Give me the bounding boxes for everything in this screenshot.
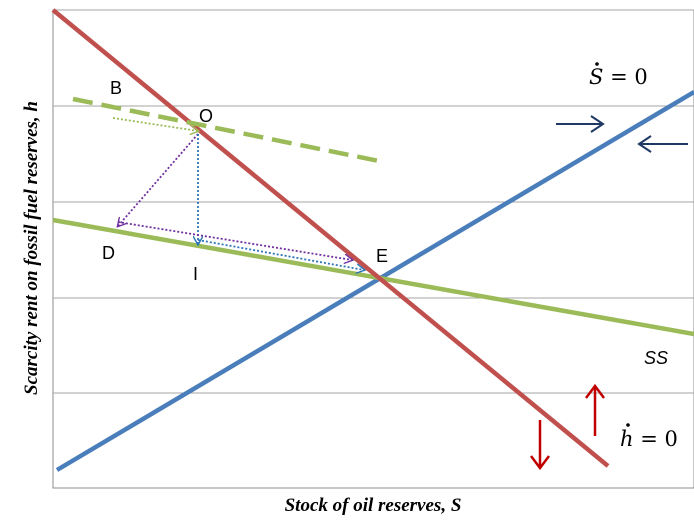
arrow-up-icon [585, 383, 605, 436]
s-dot-accent [595, 62, 599, 66]
h-dot-zero-label: h = 0 [620, 423, 678, 451]
ss-label: SS [644, 348, 668, 368]
arrow-right-icon [556, 115, 605, 133]
s-dot-equals: = 0 [603, 65, 647, 89]
s-dot-symbol: S [589, 65, 603, 89]
point-label-o: O [199, 106, 213, 126]
ss-line [52, 217, 694, 337]
arrow-down-icon [530, 420, 550, 471]
svg-text:S = 0: S = 0 [589, 65, 648, 89]
s-dot-zero-label: S = 0 [589, 62, 648, 89]
point-label-e: E [376, 246, 388, 266]
arrow-left-icon [637, 135, 688, 153]
trajectory-d-to-e [117, 221, 352, 260]
point-label-b: B [110, 78, 122, 98]
h-dot-equals: = 0 [634, 427, 678, 451]
point-label-d: D [102, 243, 115, 263]
h-dot-accent [626, 423, 630, 427]
h-dot-symbol: h [620, 427, 634, 451]
trajectory-o-to-d [118, 133, 199, 226]
dashed-saddle-line [72, 96, 385, 165]
h-dot-zero-line [51, 8, 610, 468]
y-axis-title: Scarcity rent on fossil fuel reserves, h [21, 101, 42, 395]
svg-text:h = 0: h = 0 [620, 427, 678, 451]
point-label-i: I [193, 264, 198, 284]
plot-area [52, 9, 694, 489]
x-axis-title: Stock of oil reserves, S [285, 495, 462, 516]
trajectory-i-to-e [197, 239, 364, 270]
s-dot-zero-line [55, 90, 694, 472]
